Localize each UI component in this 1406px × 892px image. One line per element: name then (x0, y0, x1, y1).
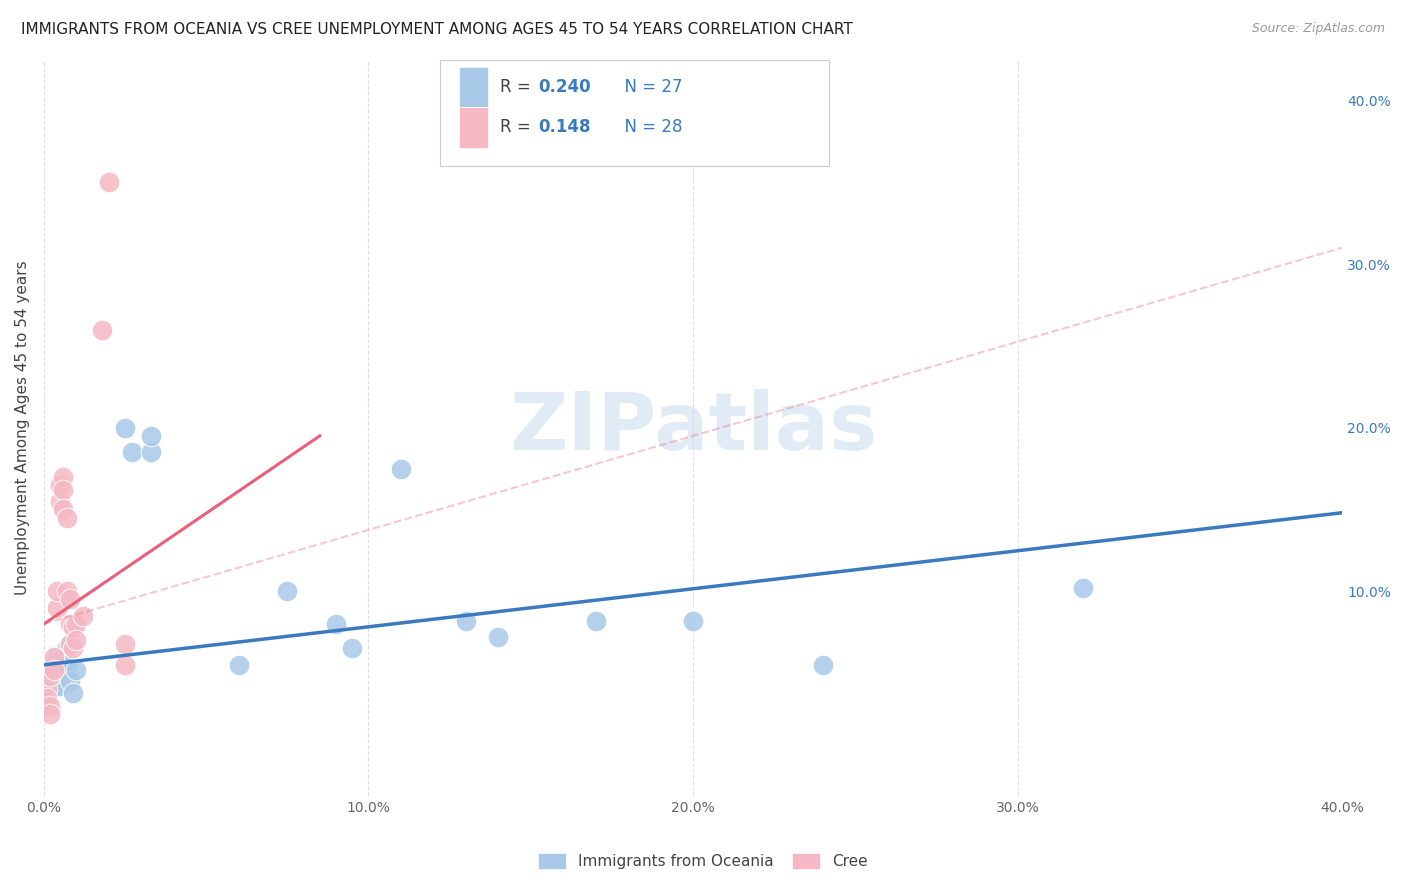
Legend: Immigrants from Oceania, Cree: Immigrants from Oceania, Cree (533, 847, 873, 875)
Point (37, 666, 59, 681)
Point (39, 663, 62, 677)
Point (65, 663, 87, 677)
Point (342, 641, 364, 656)
Point (276, 584, 298, 599)
Point (228, 657, 250, 672)
Text: IMMIGRANTS FROM OCEANIA VS CREE UNEMPLOYMENT AMONG AGES 45 TO 54 YEARS CORRELATI: IMMIGRANTS FROM OCEANIA VS CREE UNEMPLOY… (21, 22, 853, 37)
Point (1071, 581, 1094, 595)
Point (62, 686, 84, 700)
FancyBboxPatch shape (460, 107, 488, 148)
Point (55, 510, 77, 524)
Point (59, 616, 82, 631)
Y-axis label: Unemployment Among Ages 45 to 54 years: Unemployment Among Ages 45 to 54 years (15, 260, 30, 595)
Point (65, 616, 87, 631)
Point (39, 698, 62, 713)
Point (139, 429, 162, 443)
Text: 0.240: 0.240 (538, 78, 591, 95)
Point (49, 653, 72, 667)
Text: R =: R = (499, 78, 536, 95)
Point (62, 641, 84, 656)
Point (65, 633, 87, 648)
Point (37, 666, 59, 681)
FancyBboxPatch shape (460, 67, 488, 107)
Text: 0.148: 0.148 (538, 119, 591, 136)
Point (39, 669, 62, 683)
Point (55, 657, 77, 672)
Point (42, 663, 65, 677)
Point (52, 483, 75, 497)
Point (91, 322, 114, 336)
Point (62, 620, 84, 634)
Point (59, 674, 82, 689)
Text: R =: R = (499, 119, 536, 136)
Point (37, 682, 59, 697)
Point (52, 469, 75, 483)
Text: ZIPatlas: ZIPatlas (509, 389, 877, 467)
Point (37, 674, 59, 689)
Point (42, 657, 65, 672)
Point (55, 584, 77, 599)
Point (49, 679, 72, 693)
Text: Source: ZipAtlas.com: Source: ZipAtlas.com (1251, 22, 1385, 36)
Point (45, 600, 67, 615)
Text: N = 27: N = 27 (614, 78, 682, 95)
Point (389, 461, 412, 475)
Point (49, 494, 72, 508)
Point (811, 657, 834, 672)
Text: N = 28: N = 28 (614, 119, 682, 136)
Point (585, 614, 607, 628)
Point (139, 445, 162, 459)
Point (454, 614, 477, 628)
Point (59, 636, 82, 650)
Point (59, 592, 82, 607)
Point (59, 636, 82, 650)
Point (114, 636, 136, 650)
Point (49, 478, 72, 492)
Point (486, 630, 509, 644)
Point (325, 616, 347, 631)
Point (45, 584, 67, 599)
FancyBboxPatch shape (440, 60, 830, 166)
Point (39, 706, 62, 721)
Point (42, 679, 65, 693)
Point (45, 666, 67, 681)
Point (52, 646, 75, 660)
Point (72, 608, 94, 623)
Point (682, 614, 704, 628)
Point (37, 690, 59, 705)
Point (42, 649, 65, 664)
Point (114, 420, 136, 434)
Point (55, 641, 77, 656)
Point (39, 669, 62, 683)
Point (52, 666, 75, 681)
Point (52, 502, 75, 516)
Point (45, 649, 67, 664)
Point (97, 175, 120, 189)
Point (121, 445, 143, 459)
Point (114, 657, 136, 672)
